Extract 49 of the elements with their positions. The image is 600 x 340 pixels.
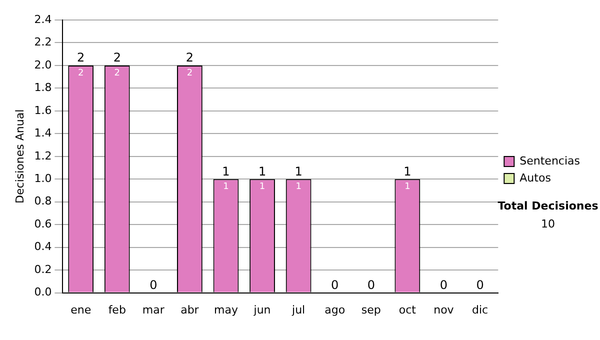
y-tick-label: 0.2 [34, 262, 52, 276]
total-label: 2 [77, 50, 85, 65]
y-axis-title: Decisiones Anual [13, 109, 26, 204]
x-tick-label: abr [180, 303, 200, 316]
x-tick-label: may [214, 303, 238, 316]
y-tick-label: 0.4 [34, 240, 52, 254]
x-tick-label: jul [291, 303, 306, 316]
y-tick-label: 1.6 [34, 104, 52, 117]
y-tick-label: 2.4 [34, 12, 52, 26]
y-tick-label: 0.8 [34, 194, 52, 208]
x-tick-label: dic [472, 303, 488, 316]
total-label: 2 [186, 50, 194, 65]
data-label: 1 [259, 182, 266, 192]
data-label: 1 [404, 182, 410, 192]
legend-label: Sentencias [520, 154, 580, 168]
total-label: 0 [440, 278, 448, 292]
y-tick-label: 2.2 [34, 36, 52, 49]
text: 10 [541, 217, 555, 230]
legend-label: Autos [520, 171, 552, 184]
total-label: 0 [331, 278, 339, 292]
x-tick-label: ene [70, 303, 92, 316]
x-tick-label: feb [108, 303, 126, 316]
y-tick-label: 0.0 [34, 286, 52, 299]
data-label: 1 [296, 182, 302, 192]
total-label: 0 [367, 278, 375, 292]
y-tick-label: 0.6 [34, 217, 52, 230]
y-tick-label: 1.4 [34, 126, 52, 140]
x-tick-label: mar [142, 303, 165, 316]
y-tick-label: 1.2 [34, 149, 52, 162]
x-tick-label: nov [434, 303, 454, 316]
x-tick-label: ago [324, 303, 346, 316]
total-label: 1 [258, 164, 266, 178]
total-label: 0 [150, 278, 158, 292]
y-tick-label: 2.0 [34, 58, 52, 72]
total-label: 1 [404, 164, 412, 178]
y-tick-label: 1.8 [34, 81, 52, 94]
annotation: Total Decisiones [498, 199, 599, 212]
total-label: 2 [113, 50, 121, 65]
total-label: 0 [476, 278, 484, 292]
y-tick-label: 1.0 [34, 172, 52, 185]
total-label: 1 [294, 164, 302, 178]
x-tick-label: sep [361, 303, 381, 316]
x-tick-label: oct [398, 303, 417, 316]
total-label: 1 [222, 164, 230, 178]
data-label: 2 [78, 68, 84, 78]
data-label: 2 [114, 68, 120, 78]
x-tick-label: jun [252, 303, 271, 316]
data-label: 1 [223, 182, 229, 192]
data-label: 2 [186, 68, 193, 78]
